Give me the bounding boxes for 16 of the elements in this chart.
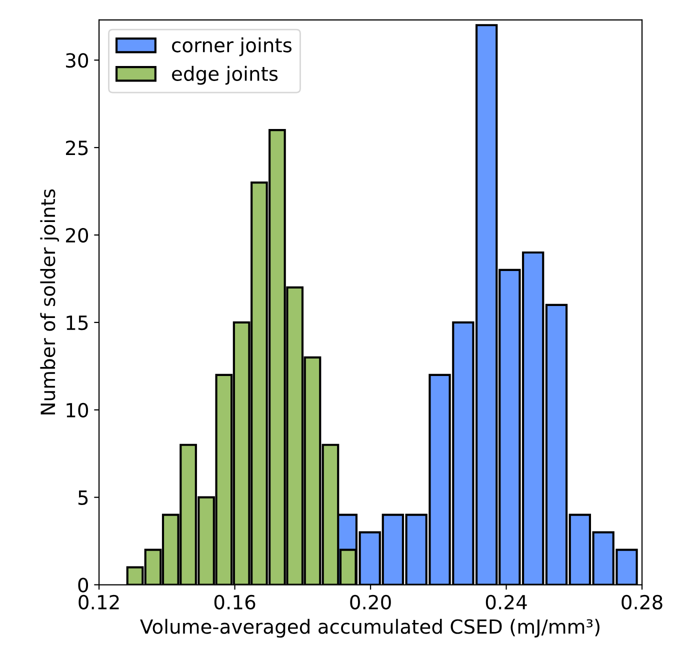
y-tick-label: 10: [66, 402, 88, 418]
x-tick-label: 0.20: [350, 594, 391, 610]
x-tick-label: 0.12: [78, 594, 119, 610]
y-axis-title: Number of solder joints: [40, 189, 60, 414]
y-tick-label: 0: [78, 578, 88, 592]
x-tick-label: 0.28: [622, 594, 662, 610]
legend-label: corner joints: [172, 37, 292, 56]
x-axis-title: Volume-averaged accumulated CSED (mJ/mm³): [140, 618, 600, 638]
y-tick-label: 20: [66, 228, 88, 243]
legend-label: edge joints: [172, 66, 278, 85]
x-tick-label: 0.24: [486, 594, 527, 610]
y-tick-label: 30: [66, 53, 88, 68]
x-tick-label: 0.16: [214, 594, 256, 610]
y-tick-label: 25: [66, 140, 88, 156]
y-tick-label: 5: [78, 490, 88, 505]
y-tick-label: 15: [66, 316, 88, 330]
